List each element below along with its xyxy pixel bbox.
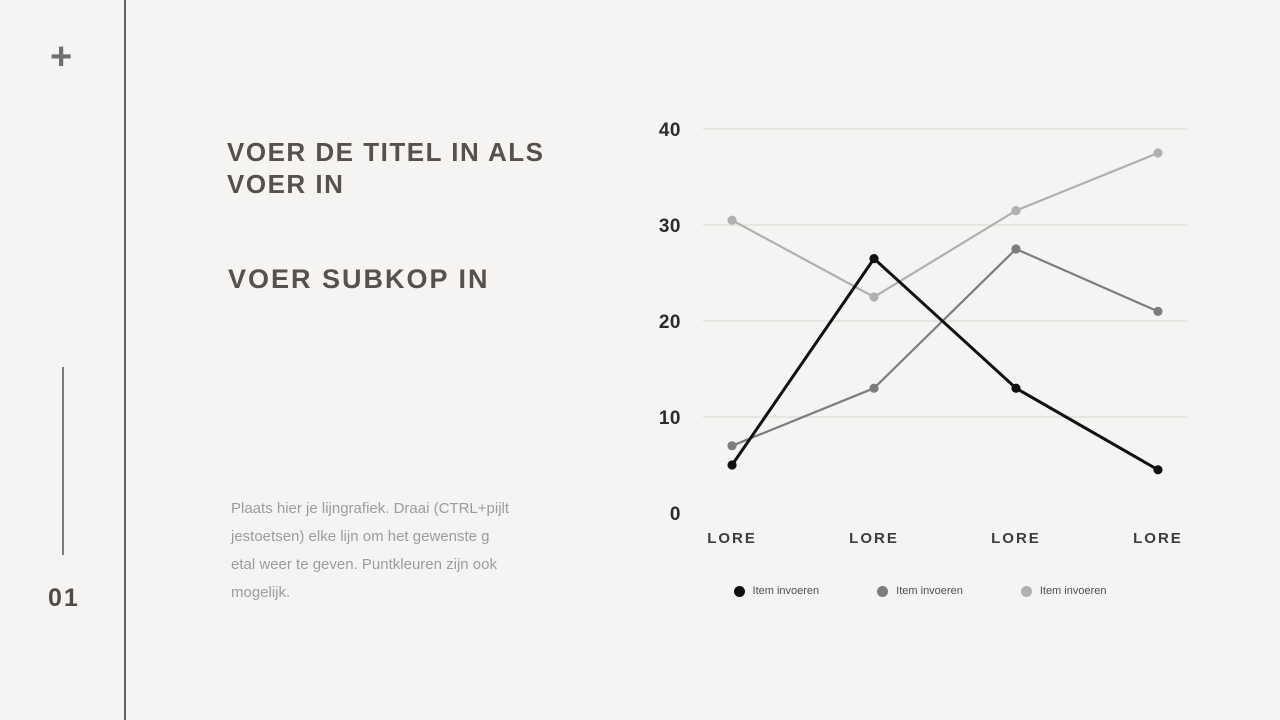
body-text: Plaats hier je lijngrafiek. Draai (CTRL+… bbox=[231, 500, 510, 601]
legend-dot-icon bbox=[877, 585, 889, 597]
chart-line bbox=[730, 257, 1159, 472]
chart-point bbox=[869, 254, 879, 264]
x-axis-tick-label: LORE bbox=[849, 530, 899, 547]
y-axis-tick-label: 20 bbox=[659, 312, 681, 333]
legend-label: Item invoeren bbox=[752, 585, 820, 597]
chart-point bbox=[727, 215, 737, 225]
slide-subtitle: VOER SUBKOP IN bbox=[228, 264, 490, 294]
legend-item: Item invoeren bbox=[733, 585, 820, 597]
chart-point bbox=[727, 460, 737, 470]
x-axis-tick-label: LORE bbox=[1133, 530, 1183, 547]
y-axis-tick-label: 0 bbox=[670, 504, 681, 525]
chart-point bbox=[727, 441, 737, 451]
page-number: 01 bbox=[48, 584, 80, 612]
plus-icon: + bbox=[50, 36, 73, 78]
x-axis-tick-label: LORE bbox=[991, 530, 1041, 547]
legend-label: Item invoeren bbox=[896, 585, 963, 597]
legend-dot-icon bbox=[733, 585, 745, 597]
x-axis-tick-label: LORE bbox=[707, 530, 757, 547]
chart-point bbox=[1011, 383, 1021, 393]
slide-title: VOER DE TITEL IN ALS VOER IN bbox=[227, 137, 545, 199]
chart-point bbox=[1153, 306, 1163, 316]
chart-point bbox=[869, 383, 879, 393]
chart-line bbox=[731, 151, 1159, 299]
chart-point bbox=[1011, 206, 1021, 216]
sidebar-accent-line bbox=[62, 367, 64, 555]
chart-legend: Item invoeren Item invoeren Item invoeren bbox=[635, 585, 1205, 597]
chart-point bbox=[1153, 465, 1163, 475]
legend-dot-icon bbox=[1020, 585, 1032, 597]
y-axis-tick-label: 30 bbox=[659, 216, 681, 237]
y-axis-tick-label: 40 bbox=[659, 120, 681, 141]
legend-item: Item invoeren bbox=[877, 585, 963, 597]
chart-svg: 0 10 20 30 40 LORE LORE LORE LORE bbox=[659, 120, 1187, 547]
vertical-divider bbox=[124, 0, 126, 720]
chart-point bbox=[1153, 148, 1163, 158]
legend-label: Item invoeren bbox=[1039, 585, 1107, 597]
chart-point bbox=[1011, 244, 1021, 254]
chart-line bbox=[731, 247, 1159, 447]
chart-point bbox=[869, 292, 879, 302]
legend-item: Item invoeren bbox=[1020, 585, 1107, 597]
y-axis-tick-label: 10 bbox=[659, 408, 681, 429]
line-chart: 0 10 20 30 40 LORE LORE LORE LORE Item invoeren I… bbox=[635, 95, 1205, 597]
